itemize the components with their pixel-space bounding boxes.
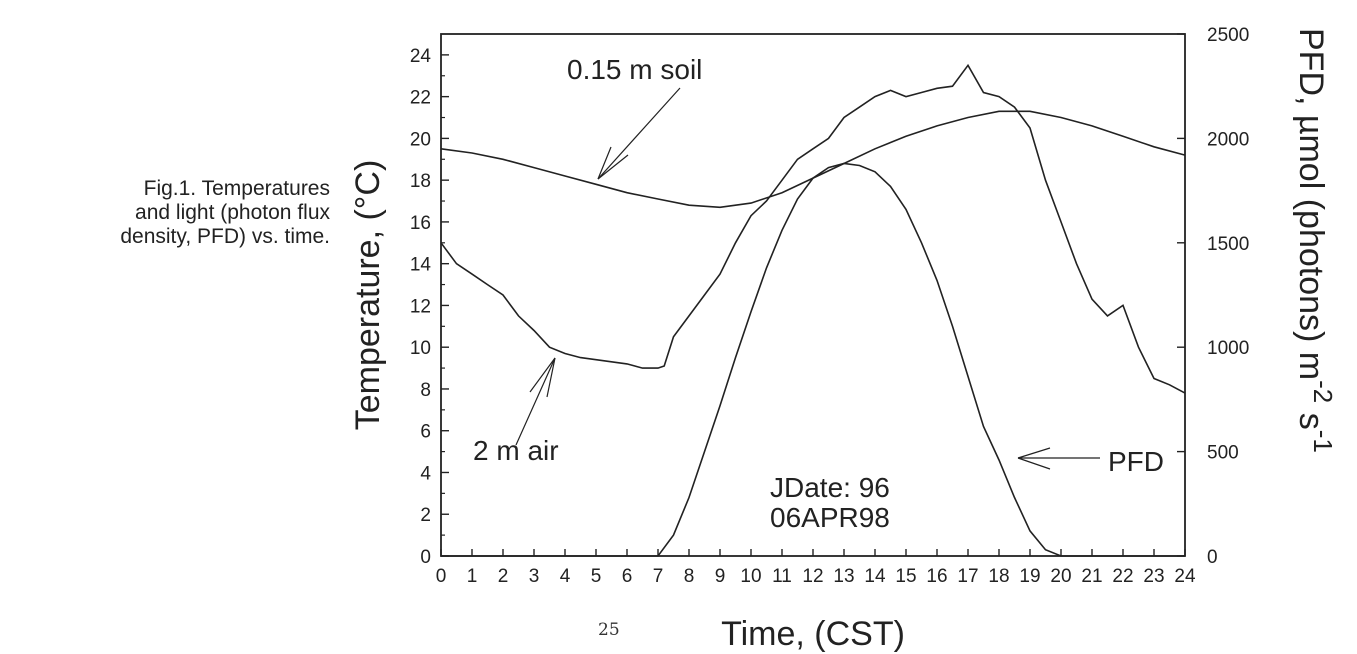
x-tick-label: 17 — [957, 566, 978, 587]
x-tick-label: 12 — [802, 566, 823, 587]
page-number: 25 — [598, 620, 620, 640]
caption-line: density, PFD) vs. time. — [120, 225, 330, 248]
air-series-label: 2 m air — [473, 435, 559, 466]
x-tick-label: 4 — [560, 566, 571, 587]
y-tick-label: 22 — [410, 88, 431, 109]
x-tick-label: 2 — [498, 566, 509, 587]
y-tick-label: 4 — [420, 463, 431, 484]
jdate-label: JDate: 96 — [770, 472, 890, 503]
y2-axis-title-sup1: -2 — [1308, 380, 1338, 403]
figure-caption: Fig.1. Temperatures and light (photon fl… — [10, 177, 330, 249]
y-tick-label: 16 — [410, 213, 431, 234]
y2-tick-label: 1000 — [1207, 338, 1249, 359]
soil-arrow-head-b — [597, 146, 612, 180]
date-label: 06APR98 — [770, 502, 890, 533]
x-tick-label: 3 — [529, 566, 540, 587]
pfd-arrow-head-a — [1017, 447, 1051, 459]
pfd-series-label: PFD — [1108, 446, 1164, 477]
soil-series-label: 0.15 m soil — [567, 54, 702, 85]
y-tick-label: 18 — [410, 171, 431, 192]
y2-axis-title-main: PFD, µmol (photons) m — [1292, 28, 1330, 380]
y2-tick-label: 2500 — [1207, 25, 1249, 46]
x-tick-label: 13 — [833, 566, 854, 587]
x-tick-label: 16 — [926, 566, 947, 587]
y-tick-label: 20 — [410, 129, 431, 150]
soil-arrow — [597, 87, 681, 180]
air-arrow — [515, 357, 556, 446]
x-tick-label: 0 — [436, 566, 447, 587]
y2-axis-title-sup2: -1 — [1308, 430, 1338, 453]
x-tick-label: 18 — [988, 566, 1009, 587]
x-tick-label: 14 — [864, 566, 886, 587]
series-0-15-m-soil-line — [440, 110, 1186, 209]
air-arrow-head-a — [529, 357, 556, 393]
x-tick-label: 19 — [1019, 566, 1040, 587]
y-tick-label: 0 — [420, 547, 431, 568]
caption-line: and light (photon flux — [135, 201, 330, 224]
x-tick-label: 21 — [1081, 566, 1102, 587]
x-tick-label: 7 — [653, 566, 664, 587]
x-tick-label: 11 — [772, 566, 792, 587]
caption-line: Fig.1. Temperatures — [143, 177, 330, 200]
x-tick-label: 24 — [1174, 566, 1196, 587]
y2-tick-label: 2000 — [1207, 129, 1249, 150]
y2-tick-label: 500 — [1207, 443, 1239, 464]
series-layer — [440, 63, 1186, 557]
x-tick-label: 6 — [622, 566, 633, 587]
x-tick-label: 1 — [467, 566, 478, 587]
y-axis-right: 0 500 1000 1500 2000 2500 — [1177, 25, 1249, 568]
y-tick-label: 10 — [410, 338, 431, 359]
y-axis-title: Temperature, (°C) — [349, 160, 387, 431]
series-2-m-air-line — [440, 63, 1186, 394]
y-tick-label: 14 — [410, 255, 432, 276]
soil-arrow-head-a — [597, 154, 629, 180]
x-tick-label: 22 — [1112, 566, 1133, 587]
x-tick-label: 23 — [1143, 566, 1164, 587]
x-tick-label: 5 — [591, 566, 602, 587]
series-pfd-line — [441, 162, 1185, 557]
y2-axis-title-mid: s — [1292, 403, 1330, 429]
y-tick-label: 12 — [410, 296, 431, 317]
y-tick-label: 8 — [420, 380, 431, 401]
x-axis: 0 1 2 3 4 5 6 7 8 9 10 11 12 13 14 15 16 17 18 19 20 21 22 23 24 — [436, 549, 1196, 587]
x-tick-label: 9 — [715, 566, 726, 587]
y-tick-label: 2 — [420, 505, 431, 526]
y-tick-label: 24 — [410, 46, 432, 67]
x-tick-label: 8 — [684, 566, 695, 587]
y2-tick-label: 1500 — [1207, 234, 1249, 255]
y2-tick-label: 0 — [1207, 547, 1218, 568]
air-arrow-head-b — [546, 357, 556, 398]
x-tick-label: 15 — [895, 566, 916, 587]
y2-axis-title: PFD, µmol (photons) m-2 s-1 — [1292, 28, 1338, 453]
x-tick-label: 10 — [740, 566, 761, 587]
pfd-arrow-head-b — [1017, 457, 1051, 470]
y-tick-label: 6 — [420, 422, 431, 443]
x-tick-label: 20 — [1050, 566, 1071, 587]
x-axis-title: Time, (CST) — [721, 615, 905, 653]
